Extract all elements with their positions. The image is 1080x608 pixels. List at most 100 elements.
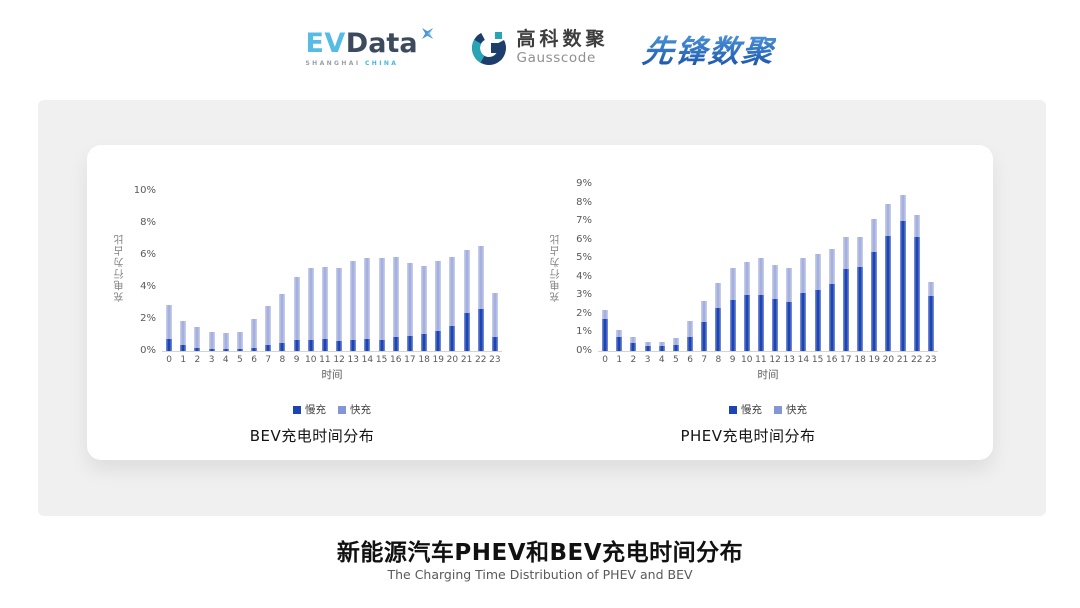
bar-slow-charge: [236, 348, 243, 351]
x-axis-tick: 13: [347, 355, 359, 365]
x-axis-tick: 18: [418, 355, 430, 365]
bar-slow-charge: [449, 326, 456, 351]
bar-fast-charge: [194, 327, 201, 348]
legend-item-slow: 慢充: [729, 402, 762, 417]
bar-fast-charge: [786, 267, 793, 302]
bar-slow-charge: [814, 289, 821, 351]
x-axis-label: 时间: [757, 369, 779, 381]
x-axis-tick: 4: [222, 355, 229, 365]
x-axis-tick: 23: [925, 355, 937, 365]
bar-fast-charge: [644, 341, 651, 347]
x-axis-tick: 11: [755, 355, 767, 365]
bar-slow-charge: [743, 295, 750, 351]
bar-fast-charge: [350, 260, 357, 340]
x-axis-tick: 7: [265, 355, 272, 365]
legend-label-fast: 快充: [350, 404, 371, 416]
x-axis-tick: 22: [911, 355, 923, 365]
x-axis-tick: 21: [460, 355, 473, 365]
slow-charge-swatch-icon: [293, 405, 301, 414]
bar-fast-charge: [251, 319, 258, 348]
bar-slow-charge: [616, 337, 623, 351]
y-axis-tick: 5%: [576, 252, 592, 264]
bar-slow-charge: [701, 322, 708, 351]
bar-fast-charge: [166, 304, 173, 339]
bar-slow-charge: [421, 334, 428, 351]
bar-slow-charge: [321, 339, 328, 351]
bar-fast-charge: [871, 219, 878, 252]
bar-fast-charge: [899, 195, 906, 222]
bar-fast-charge: [180, 320, 187, 346]
y-axis-tick: 1%: [576, 326, 592, 338]
xianfeng-shuju-logo: 先锋数聚: [640, 26, 778, 71]
bar-slow-charge: [491, 336, 498, 351]
bar-fast-charge: [602, 310, 609, 319]
x-axis-tick: 14: [797, 355, 810, 365]
bar-slow-charge: [336, 340, 343, 351]
gausscode-en-text: Gausscode: [516, 50, 596, 67]
bar-fast-charge: [616, 329, 623, 338]
x-axis-tick: 17: [404, 355, 416, 365]
bar-slow-charge: [477, 308, 484, 351]
bar-fast-charge: [927, 282, 934, 297]
bev-plot-area: 0% 2% 4% 6% 8% 10% 0 1 2 3 4 5 6 7 8 9 10 11 12 13 14 15 16 17 1…: [134, 185, 502, 365]
bar-slow-charge: [757, 295, 764, 351]
x-axis-tick: 12: [769, 355, 781, 365]
bar-slow-charge: [406, 335, 413, 351]
x-axis-tick: 15: [375, 355, 388, 365]
phev-chart-title: PHEV充电时间分布: [680, 427, 816, 445]
x-axis-tick: 8: [279, 355, 286, 365]
bar-slow-charge: [885, 235, 892, 351]
page-title: 新能源汽车PHEV和BEV充电时间分布: [336, 540, 744, 566]
evdata-logo: EV Data SHANGHAI CHINA: [305, 27, 435, 67]
x-axis-tick: 5: [237, 355, 243, 365]
bar-slow-charge: [307, 339, 314, 351]
bar-slow-charge: [672, 344, 679, 351]
bar-slow-charge: [842, 269, 849, 351]
bar-slow-charge: [729, 299, 736, 351]
bar-fast-charge: [687, 321, 694, 338]
bar-fast-charge: [293, 277, 300, 340]
y-axis-tick: 6%: [576, 233, 592, 245]
bar-fast-charge: [406, 263, 413, 336]
bar-slow-charge: [180, 345, 187, 351]
x-axis-tick: 0: [602, 355, 608, 365]
gausscode-mark-icon: [470, 29, 508, 67]
bar-fast-charge: [449, 256, 456, 327]
evdata-china-text: CHINA: [364, 59, 399, 67]
x-axis-tick: 3: [208, 355, 215, 365]
bar-slow-charge: [602, 318, 609, 351]
x-axis-tick: 20: [446, 355, 459, 365]
bar-slow-charge: [265, 345, 272, 351]
bar-fast-charge: [715, 283, 722, 309]
x-axis-tick: 11: [319, 355, 331, 365]
x-axis-tick: 17: [840, 355, 852, 365]
x-axis-tick: 16: [826, 355, 838, 365]
bar-fast-charge: [729, 267, 736, 300]
bar-fast-charge: [491, 293, 498, 337]
x-axis-tick: 5: [673, 355, 679, 365]
x-axis-tick: 2: [630, 355, 637, 365]
bar-fast-charge: [265, 306, 272, 346]
legend-item-slow: 慢充: [293, 402, 326, 417]
x-axis-tick: 13: [783, 355, 795, 365]
bar-slow-charge: [786, 301, 793, 351]
x-axis-tick: 7: [701, 355, 708, 365]
evdata-logo-ev-text: EV: [305, 27, 346, 59]
bar-slow-charge: [463, 313, 470, 351]
bev-chart-title: BEV充电时间分布: [249, 427, 375, 445]
bev-chart: 充电行为占比 0% 2% 4% 6% 8% 10% 0 1 2 3 4 5 6 7 8 9 10 11 12 13 14…: [87, 145, 523, 460]
bar-fast-charge: [857, 236, 864, 267]
bar-fast-charge: [378, 258, 385, 340]
bar-fast-charge: [236, 331, 243, 349]
legend-label-slow: 慢充: [305, 404, 326, 416]
x-axis-tick: 15: [811, 355, 824, 365]
bar-slow-charge: [687, 337, 694, 351]
x-axis-label: 时间: [321, 369, 343, 381]
y-axis-tick: 4%: [576, 270, 592, 282]
x-axis-tick: 22: [475, 355, 487, 365]
bar-slow-charge: [871, 251, 878, 351]
evdata-logo-subtext: SHANGHAI CHINA: [305, 60, 398, 67]
x-axis-tick: 1: [616, 355, 623, 365]
x-axis-tick: 20: [882, 355, 895, 365]
phev-plot-area: 0% 1% 2% 3% 4% 5% 6% 7% 8% 9% 0 1 2 3 4 5 6 7 8 9 10 11 12 13 14…: [576, 178, 938, 365]
